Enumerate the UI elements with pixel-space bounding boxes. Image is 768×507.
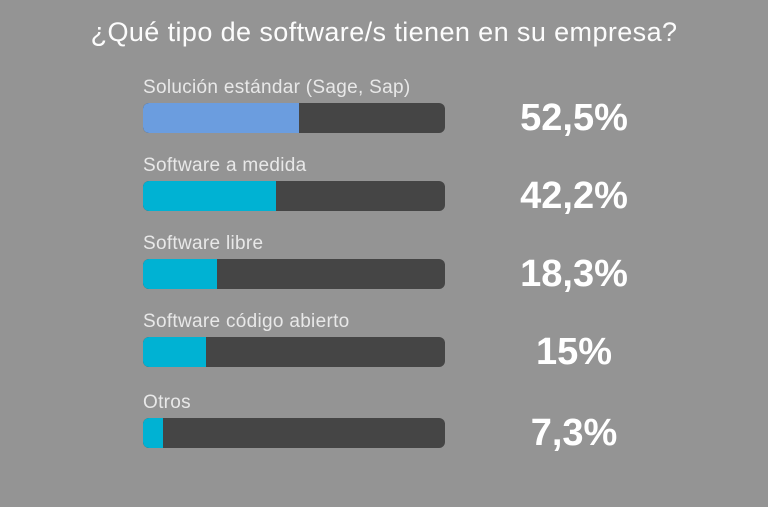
chart-title: ¿Qué tipo de software/s tienen en su emp… [90,17,678,47]
bar-row: Software código abierto 15% [143,311,768,373]
bar-fill [143,103,299,133]
value-label: 7,3% [530,412,618,454]
category-label: Software a medida [143,155,307,176]
bar-track [143,259,445,289]
value-label: 52,5% [520,97,628,139]
category-label: Software libre [143,233,264,254]
bar-row: Solución estándar (Sage, Sap) 52,5% [143,77,768,139]
bar-fill [143,418,163,448]
bar-track [143,103,445,133]
bar-row: Otros 7,3% [143,392,768,454]
bar-fill [143,259,217,289]
category-label: Otros [143,392,191,413]
bar-track [143,181,445,211]
category-label: Solución estándar (Sage, Sap) [143,77,411,98]
bar-track [143,418,445,448]
bar-row: Software libre 18,3% [143,233,768,295]
bar-chart: Solución estándar (Sage, Sap) 52,5% Soft… [143,77,768,454]
value-label: 42,2% [520,175,628,217]
value-label: 18,3% [520,253,628,295]
bar-fill [143,181,276,211]
bar-row: Software a medida 42,2% [143,155,768,217]
bar-track [143,337,445,367]
bar-fill [143,337,207,367]
category-label: Software código abierto [143,311,350,332]
value-label: 15% [535,331,613,373]
